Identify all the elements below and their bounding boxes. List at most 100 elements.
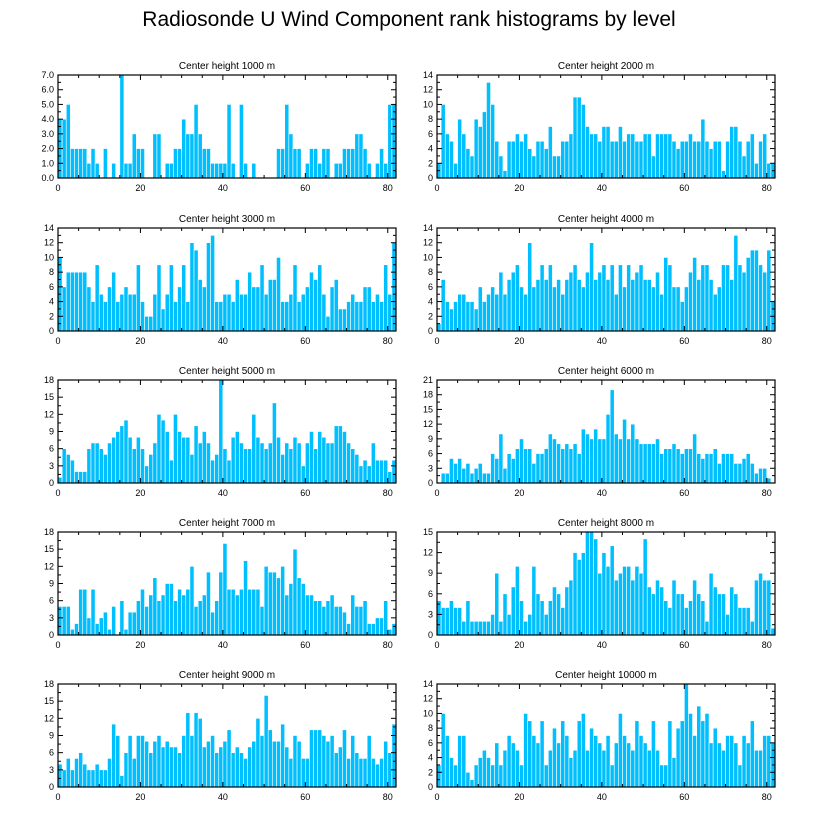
- histogram-bar: [309, 431, 314, 484]
- histogram-bar: [61, 606, 67, 636]
- histogram-bar: [148, 315, 154, 332]
- histogram-bar: [305, 162, 310, 179]
- histogram-bar: [61, 286, 67, 332]
- histogram-bar: [659, 586, 665, 636]
- histogram-bar: [111, 606, 117, 636]
- histogram-bar: [564, 140, 570, 179]
- histogram-bar: [65, 606, 71, 636]
- histogram-bar: [358, 133, 364, 179]
- x-tick-label: 0: [55, 488, 60, 498]
- histogram-bar: [292, 148, 298, 179]
- histogram-bar: [333, 162, 339, 179]
- histogram-bar: [688, 448, 693, 484]
- histogram-bar: [197, 600, 203, 636]
- histogram-bar: [57, 763, 63, 788]
- histogram-bar: [609, 764, 615, 788]
- histogram-bar: [140, 301, 145, 332]
- histogram-bar: [337, 308, 343, 332]
- histogram-bar: [576, 279, 582, 332]
- histogram-bar: [754, 472, 759, 484]
- histogram-bar: [255, 718, 261, 788]
- y-tick-label: 9: [428, 568, 433, 578]
- histogram-bar: [280, 566, 286, 636]
- histogram-bar: [494, 458, 500, 484]
- histogram-bar: [239, 293, 244, 332]
- histogram-bar: [354, 454, 360, 484]
- histogram-bar: [127, 293, 133, 332]
- histogram-bar: [226, 459, 232, 484]
- histogram-bar: [152, 740, 158, 788]
- histogram-bar: [688, 600, 693, 636]
- histogram-bar: [148, 454, 154, 484]
- histogram-bar: [300, 293, 306, 332]
- histogram-bar: [556, 443, 561, 484]
- histogram-bar: [226, 729, 232, 788]
- histogram-bar: [111, 723, 117, 788]
- histogram-bar: [568, 133, 574, 179]
- histogram-bar: [618, 713, 623, 788]
- histogram-bar: [543, 614, 549, 636]
- histogram-bar: [659, 293, 665, 332]
- x-tick-label: 0: [434, 792, 439, 802]
- histogram-bar: [519, 140, 524, 179]
- histogram-bar: [626, 133, 632, 179]
- histogram-bar: [651, 443, 656, 484]
- x-tick-label: 0: [55, 183, 60, 193]
- x-tick-label: 60: [300, 640, 310, 650]
- y-tick-label: 6: [428, 129, 433, 139]
- y-tick-label: 12: [44, 238, 54, 248]
- x-tick-label: 0: [434, 488, 439, 498]
- histogram-bar: [758, 749, 763, 788]
- y-tick-label: 18: [44, 679, 54, 689]
- histogram-bar: [613, 433, 619, 484]
- histogram-bar: [638, 735, 644, 788]
- panel-title: Center height 7000 m: [179, 518, 275, 529]
- histogram-bar: [284, 301, 290, 332]
- histogram-bar: [741, 271, 747, 332]
- histogram-bar: [148, 752, 154, 788]
- histogram-bar: [123, 162, 129, 179]
- histogram-bar: [725, 453, 730, 484]
- histogram-bar: [342, 148, 347, 179]
- histogram-bar: [292, 735, 298, 788]
- histogram-bar: [177, 588, 182, 636]
- y-tick-label: 6: [428, 589, 433, 599]
- histogram-bar: [148, 594, 154, 636]
- histogram-bar: [568, 448, 574, 484]
- histogram-bar: [630, 579, 636, 636]
- histogram-bar: [494, 293, 500, 332]
- y-tick-label: 8: [428, 114, 433, 124]
- histogram-bar: [638, 443, 644, 484]
- histogram-bar: [675, 148, 681, 179]
- histogram-bar: [383, 459, 389, 484]
- histogram-bar: [168, 746, 174, 788]
- histogram-bar: [613, 742, 619, 788]
- histogram-bar: [119, 293, 125, 332]
- histogram-bar: [733, 742, 739, 788]
- histogram-bar: [164, 293, 170, 332]
- histogram-bar: [111, 271, 117, 332]
- histogram-bar: [560, 293, 566, 332]
- histogram-bar: [749, 720, 755, 788]
- histogram-bar: [564, 443, 570, 484]
- histogram-bar: [387, 104, 393, 179]
- y-tick-label: 0: [428, 326, 433, 336]
- histogram-bar: [193, 712, 199, 788]
- histogram-bar: [168, 459, 174, 484]
- histogram-bar: [519, 286, 524, 332]
- y-tick-label: 12: [44, 409, 54, 419]
- histogram-bar: [461, 620, 467, 636]
- histogram-bar: [313, 448, 318, 484]
- histogram-bar: [296, 301, 302, 332]
- histogram-bar: [325, 740, 331, 788]
- y-tick-label: 0: [428, 478, 433, 488]
- histogram-bar: [580, 552, 586, 636]
- histogram-bar: [181, 436, 187, 484]
- histogram-bar: [375, 293, 380, 332]
- histogram-bar: [535, 593, 541, 636]
- histogram-bar: [206, 242, 211, 332]
- histogram-bar: [181, 735, 187, 788]
- histogram-bar: [477, 463, 483, 484]
- histogram-bar: [729, 586, 735, 636]
- histogram-bar: [185, 436, 191, 484]
